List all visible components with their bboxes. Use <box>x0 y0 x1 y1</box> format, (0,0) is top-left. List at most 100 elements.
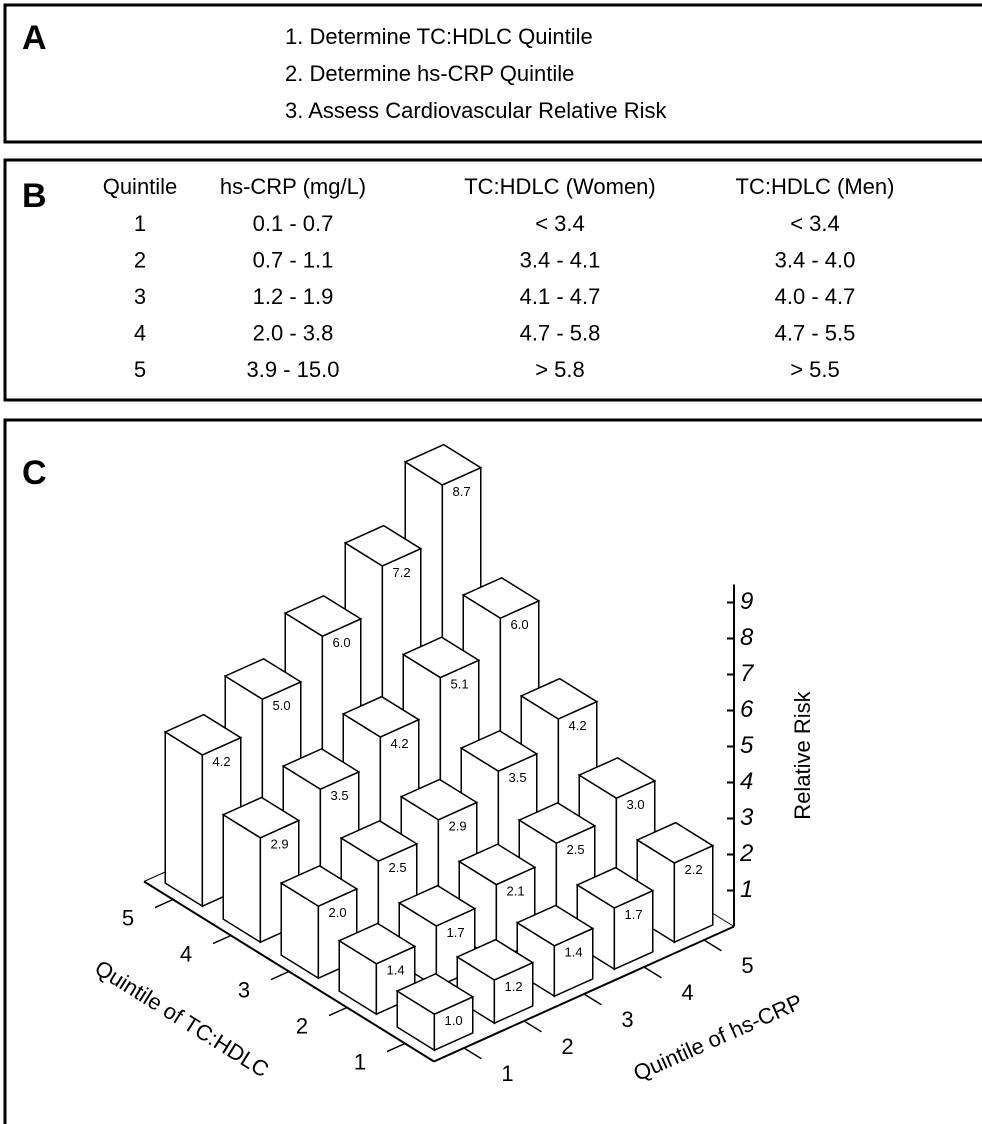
table-cell: 3 <box>134 284 146 309</box>
value-label: 1.2 <box>505 979 523 994</box>
table-cell: 0.1 - 0.7 <box>253 211 334 236</box>
table-header: TC:HDLC (Men) <box>736 174 895 199</box>
z-tick-label: 5 <box>740 732 754 759</box>
table-cell: < 3.4 <box>790 211 840 236</box>
bar-top <box>221 796 301 839</box>
bar-top <box>279 864 359 908</box>
bar-top <box>517 801 597 845</box>
z-tick-label: 3 <box>740 804 754 831</box>
table-cell: 5 <box>134 357 146 382</box>
table-cell: 4.0 - 4.7 <box>775 284 856 309</box>
bar <box>517 801 597 935</box>
table-cell: 3.9 - 15.0 <box>247 357 340 382</box>
bar-top <box>223 657 303 701</box>
x-tick <box>328 1006 348 1017</box>
z-tick-label: 2 <box>739 840 753 867</box>
panel-label: B <box>22 177 47 215</box>
step: 2. Determine hs-CRP Quintile <box>285 61 574 86</box>
value-label: 1.7 <box>447 925 465 940</box>
panel-b-box <box>3 158 982 402</box>
table-cell: 2.0 - 3.8 <box>253 320 334 345</box>
bar-top <box>455 938 535 981</box>
x-tick <box>270 970 290 981</box>
bar-top <box>281 747 361 791</box>
bar-top <box>395 972 475 1016</box>
step: 1. Determine TC:HDLC Quintile <box>285 24 593 49</box>
panel-label: A <box>22 19 47 57</box>
x-tick-label: 2 <box>296 1014 308 1039</box>
value-label: 2.9 <box>271 837 289 852</box>
table-cell: 4 <box>134 320 146 345</box>
bar-face <box>164 730 204 908</box>
x-tick <box>212 934 232 945</box>
value-label: 1.7 <box>625 907 643 922</box>
z-tick-label: 9 <box>740 588 753 615</box>
bar <box>635 821 715 944</box>
table-header: hs-CRP (mg/L) <box>220 174 366 199</box>
bar-top <box>401 636 481 679</box>
table: Quintile hs-CRP (mg/L) TC:HDLC (Women) TC:H… <box>103 174 895 382</box>
bar-top <box>341 695 421 738</box>
y-tick <box>523 1020 542 1033</box>
table-cell: 1.2 - 1.9 <box>253 284 334 309</box>
table-header: TC:HDLC (Women) <box>464 174 656 199</box>
table-header: Quintile <box>103 174 178 199</box>
y-tick <box>583 993 602 1006</box>
table-cell: 3.4 - 4.1 <box>520 247 601 272</box>
value-label: 6.0 <box>333 635 351 650</box>
y-tick <box>643 966 662 979</box>
chart: 1 2 3 4 5 6 7 8 9 1 2 3 4 5 1 2 3 4 5 Quintile of TC:HDLC Qu… <box>90 443 815 1086</box>
value-label: 2.0 <box>329 905 347 920</box>
bar-top <box>343 524 423 567</box>
value-label: 2.9 <box>449 819 467 834</box>
value-label: 2.2 <box>685 862 703 877</box>
bar-top <box>457 843 537 886</box>
bar-top <box>515 904 595 947</box>
z-tick-label: 4 <box>740 768 753 795</box>
bar-top <box>339 819 419 863</box>
bar-top <box>461 576 541 620</box>
value-label: 2.5 <box>389 860 407 875</box>
value-label: 1.4 <box>387 963 405 978</box>
value-label: 4.2 <box>391 736 409 751</box>
bar-top <box>635 821 715 864</box>
y-tick-label: 4 <box>681 980 693 1005</box>
value-label: 8.7 <box>453 484 471 499</box>
y-tick <box>463 1047 482 1060</box>
value-label: 2.1 <box>507 883 525 898</box>
bar <box>395 972 475 1052</box>
bar-top <box>399 778 479 821</box>
bar-top <box>577 756 657 800</box>
y-tick-label: 3 <box>621 1007 633 1032</box>
step: 3. Assess Cardiovascular Relative Risk <box>285 98 667 123</box>
bar-top <box>163 713 243 756</box>
y-tick-label: 2 <box>561 1034 573 1059</box>
x-tick <box>386 1042 406 1053</box>
y-tick-label: 5 <box>741 953 753 978</box>
panel-a-box <box>3 3 982 144</box>
table-cell: 3.4 - 4.0 <box>775 247 856 272</box>
x-tick <box>154 898 174 909</box>
value-label: 5.0 <box>273 698 291 713</box>
value-label: 6.0 <box>511 617 529 632</box>
table-cell: 4.7 - 5.5 <box>775 320 856 345</box>
table-cell: > 5.8 <box>535 357 585 382</box>
y-tick-label: 1 <box>501 1061 513 1086</box>
z-axis-title: Relative Risk <box>790 690 815 819</box>
bar <box>455 938 535 1025</box>
z-tick-label: 1 <box>740 876 753 903</box>
table-cell: > 5.5 <box>790 357 840 382</box>
z-tick-label: 6 <box>740 696 754 723</box>
panel-c-box <box>3 418 982 1124</box>
bar-top <box>337 922 417 965</box>
table-cell: 0.7 - 1.1 <box>253 247 334 272</box>
x-tick-label: 5 <box>122 906 134 931</box>
y-tick <box>703 939 722 952</box>
x-tick-label: 1 <box>354 1050 366 1075</box>
table-cell: 4.1 - 4.7 <box>520 284 601 309</box>
value-label: 3.5 <box>331 788 349 803</box>
value-label: 4.2 <box>569 718 587 733</box>
x-tick-label: 3 <box>238 978 250 1003</box>
table-cell: 4.7 - 5.8 <box>520 320 601 345</box>
